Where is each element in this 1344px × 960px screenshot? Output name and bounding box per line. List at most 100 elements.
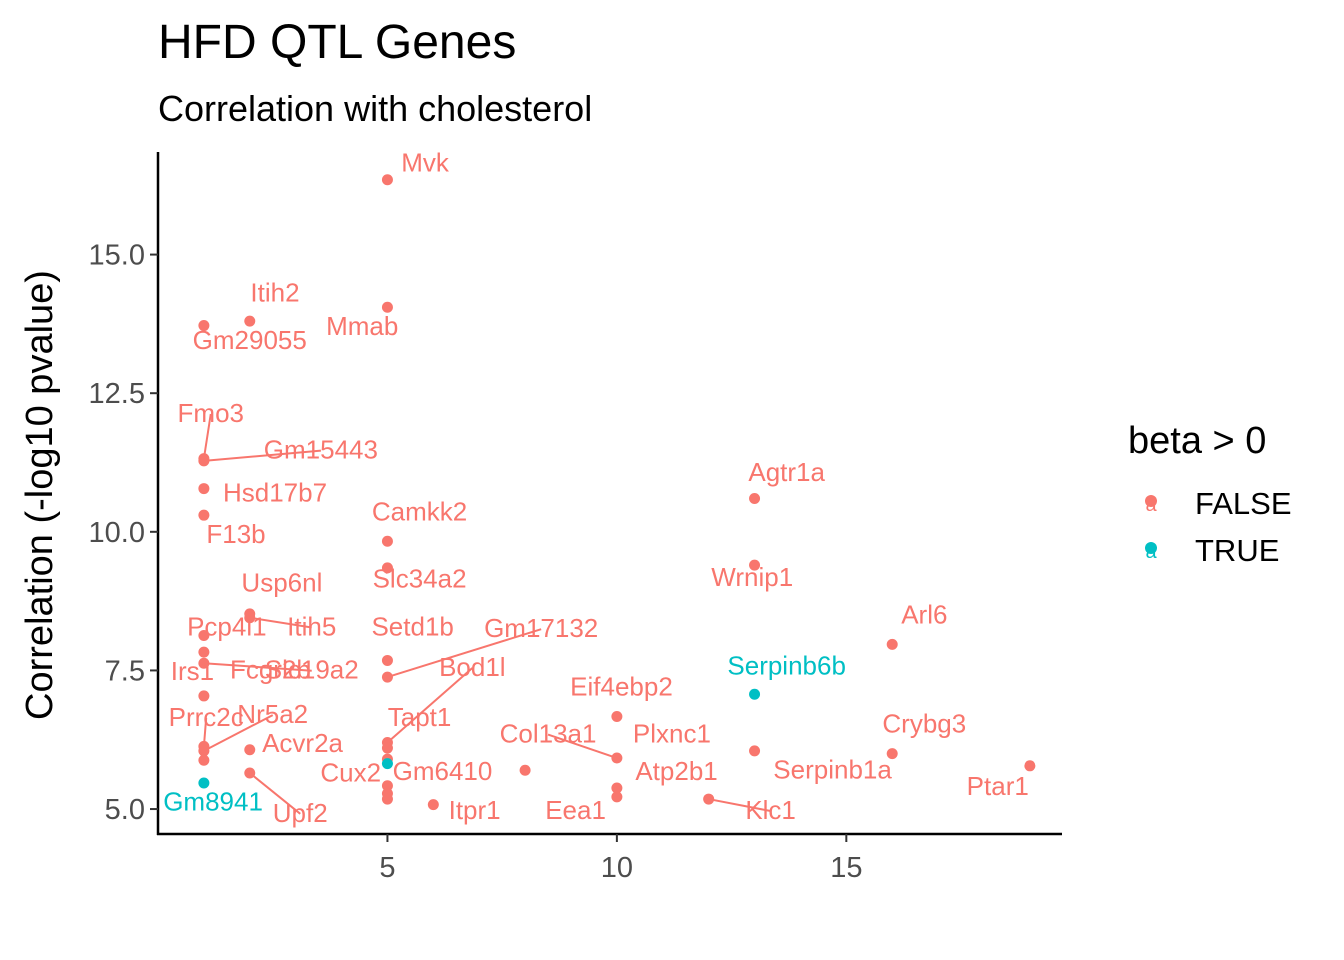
point-label: F13b: [206, 519, 265, 549]
data-point: [198, 483, 210, 495]
data-point: [611, 791, 623, 803]
data-point: [198, 509, 210, 521]
point-label: Irs1: [171, 656, 214, 686]
point-label: Tapt1: [388, 702, 452, 732]
data-point: [427, 799, 439, 811]
point-labels: Mvk Itih2 Gm29055 Mmab Fmo3 Gm15443 Hsd17b7 F13…: [163, 147, 1029, 827]
legend-title: beta > 0: [1128, 420, 1266, 462]
data-point: [703, 793, 715, 805]
data-point: [749, 559, 761, 571]
label-connector: [203, 714, 274, 752]
chart-subtitle: Correlation with cholesterol: [158, 88, 592, 129]
point-label: Slc19a2: [265, 655, 359, 685]
data-point: [381, 535, 393, 547]
point-label: Nr5a2: [237, 699, 308, 729]
point-label: Eif4ebp2: [570, 671, 673, 701]
point-label: Gm17132: [484, 613, 598, 643]
label-connector: [249, 616, 312, 629]
y-tick-label: 15.0: [89, 240, 145, 272]
data-point: [381, 654, 393, 666]
data-point: [381, 301, 393, 313]
legend-entry-label: TRUE: [1195, 533, 1279, 568]
point-label: Pcp4l1: [187, 611, 267, 641]
data-point: [886, 748, 898, 760]
point-label: Gm29055: [193, 325, 307, 355]
x-tick-label: 15: [830, 852, 862, 884]
y-tick-label: 7.5: [105, 655, 145, 687]
legend: beta > 0 a FALSE a TRUE: [1128, 420, 1292, 568]
chart-title: HFD QTL Genes: [158, 16, 516, 69]
data-point: [244, 612, 256, 624]
axes: 5.0 7.5 10.0 12.5 15.0 5 10 15: [89, 152, 1062, 884]
y-tick-label: 12.5: [89, 378, 145, 410]
data-point: [749, 745, 761, 757]
point-label: Usp6nl: [241, 568, 322, 598]
data-point: [198, 629, 210, 641]
point-label: Crybg3: [882, 709, 966, 739]
data-point: [198, 646, 210, 658]
data-point: [198, 455, 210, 467]
data-point: [198, 690, 210, 702]
data-point: [886, 638, 898, 650]
point-label: Gm8941: [163, 787, 263, 817]
data-point: [381, 793, 393, 805]
point-label: Mmab: [326, 311, 398, 341]
point-label: Slc34a2: [373, 563, 467, 593]
data-point: [381, 780, 393, 792]
label-connector: [202, 413, 212, 459]
label-connector: [386, 667, 473, 744]
data-point: [244, 315, 256, 327]
point-label: Cux2: [320, 757, 381, 787]
data-point: [198, 745, 210, 757]
data-point: [381, 174, 393, 186]
data-point: [381, 742, 393, 754]
data-point: [198, 320, 210, 332]
y-tick-label: 10.0: [89, 517, 145, 549]
point-label: Bod1l: [439, 652, 506, 682]
point-label: Col13a1: [500, 719, 597, 749]
data-points: [198, 174, 1036, 811]
data-point: [1024, 760, 1036, 772]
point-label: Gm6410: [393, 756, 493, 786]
data-point: [198, 657, 210, 669]
point-label: Klc1: [745, 795, 796, 825]
data-point: [244, 767, 256, 779]
label-connector: [249, 772, 301, 815]
legend-key-glyph: a: [1145, 541, 1157, 563]
data-point: [198, 777, 210, 789]
label-connector: [203, 449, 321, 462]
data-point: [381, 758, 393, 770]
point-label: Eea1: [545, 795, 606, 825]
legend-key-glyph: a: [1145, 494, 1157, 516]
data-point: [244, 744, 256, 756]
label-connector: [547, 733, 618, 759]
legend-entry-label: FALSE: [1195, 486, 1292, 521]
data-point: [519, 764, 531, 776]
legend-key-point: [1145, 542, 1157, 554]
data-point: [381, 671, 393, 683]
point-label: Agtr1a: [748, 457, 825, 487]
point-label: Mvk: [401, 147, 450, 177]
data-point: [749, 688, 761, 700]
x-tick-label: 10: [601, 852, 633, 884]
data-point: [381, 562, 393, 574]
label-connector: [387, 628, 542, 679]
point-label: Prrc2c: [169, 702, 244, 732]
label-connector: [708, 798, 771, 813]
point-label: Itpr1: [449, 795, 501, 825]
point-label: Fcgr2b: [230, 655, 311, 685]
point-label: Hsd17b7: [223, 477, 327, 507]
point-label: Atp2b1: [635, 756, 717, 786]
y-tick-label: 5.0: [105, 794, 145, 826]
point-label: Setd1b: [371, 611, 453, 641]
data-point: [611, 710, 623, 722]
data-point: [611, 782, 623, 794]
legend-key-point: [1145, 495, 1157, 507]
data-point: [611, 752, 623, 764]
point-label: Wrnip1: [711, 562, 793, 592]
data-point: [749, 493, 761, 505]
x-tick-label: 5: [379, 852, 395, 884]
y-axis-label: Correlation (-log10 pvalue): [19, 270, 61, 720]
point-label: Itih2: [250, 278, 299, 308]
